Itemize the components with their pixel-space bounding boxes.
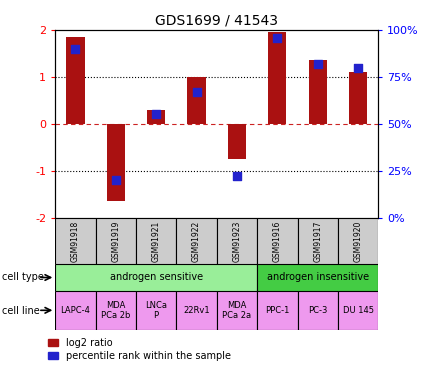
Text: GSM91923: GSM91923 <box>232 220 241 262</box>
Text: GSM91919: GSM91919 <box>111 220 120 262</box>
Text: MDA
PCa 2b: MDA PCa 2b <box>101 301 130 320</box>
Point <box>274 34 280 40</box>
Text: LNCa
P: LNCa P <box>145 301 167 320</box>
Bar <box>96 217 136 264</box>
Text: DU 145: DU 145 <box>343 306 374 315</box>
Text: GSM91921: GSM91921 <box>152 220 161 262</box>
Bar <box>298 217 338 264</box>
Point <box>354 64 361 70</box>
Text: PC-3: PC-3 <box>308 306 327 315</box>
Bar <box>55 291 96 330</box>
Bar <box>228 124 246 159</box>
Text: GSM91920: GSM91920 <box>354 220 363 262</box>
Bar <box>349 72 367 124</box>
Text: PPC-1: PPC-1 <box>265 306 289 315</box>
Point <box>72 46 79 52</box>
Legend: log2 ratio, percentile rank within the sample: log2 ratio, percentile rank within the s… <box>47 337 232 362</box>
Bar <box>136 217 176 264</box>
Bar <box>96 291 136 330</box>
Bar <box>55 264 257 291</box>
Bar <box>107 124 125 201</box>
Bar <box>176 217 217 264</box>
Bar <box>298 291 338 330</box>
Bar <box>257 217 298 264</box>
Bar <box>217 291 257 330</box>
Point <box>112 177 119 183</box>
Title: GDS1699 / 41543: GDS1699 / 41543 <box>155 13 278 27</box>
Text: MDA
PCa 2a: MDA PCa 2a <box>222 301 252 320</box>
Point <box>314 61 321 67</box>
Bar <box>268 32 286 124</box>
Text: androgen insensitive: androgen insensitive <box>266 273 369 282</box>
Bar <box>66 37 85 124</box>
Bar <box>217 217 257 264</box>
Point <box>233 173 240 179</box>
Text: GSM91916: GSM91916 <box>273 220 282 262</box>
Text: 22Rv1: 22Rv1 <box>183 306 210 315</box>
Bar <box>55 217 96 264</box>
Point <box>193 89 200 95</box>
Text: androgen sensitive: androgen sensitive <box>110 273 203 282</box>
Bar <box>147 110 165 124</box>
Text: LAPC-4: LAPC-4 <box>60 306 91 315</box>
Bar <box>338 217 378 264</box>
Bar <box>309 60 327 124</box>
Bar <box>187 77 206 124</box>
Text: GSM91918: GSM91918 <box>71 220 80 262</box>
Text: GSM91922: GSM91922 <box>192 220 201 262</box>
Bar <box>176 291 217 330</box>
Point <box>153 111 159 117</box>
Text: cell line: cell line <box>2 306 40 315</box>
Text: cell type: cell type <box>2 272 44 282</box>
Bar <box>257 264 378 291</box>
Bar <box>257 291 298 330</box>
Text: GSM91917: GSM91917 <box>313 220 322 262</box>
Bar <box>338 291 378 330</box>
Bar <box>136 291 176 330</box>
